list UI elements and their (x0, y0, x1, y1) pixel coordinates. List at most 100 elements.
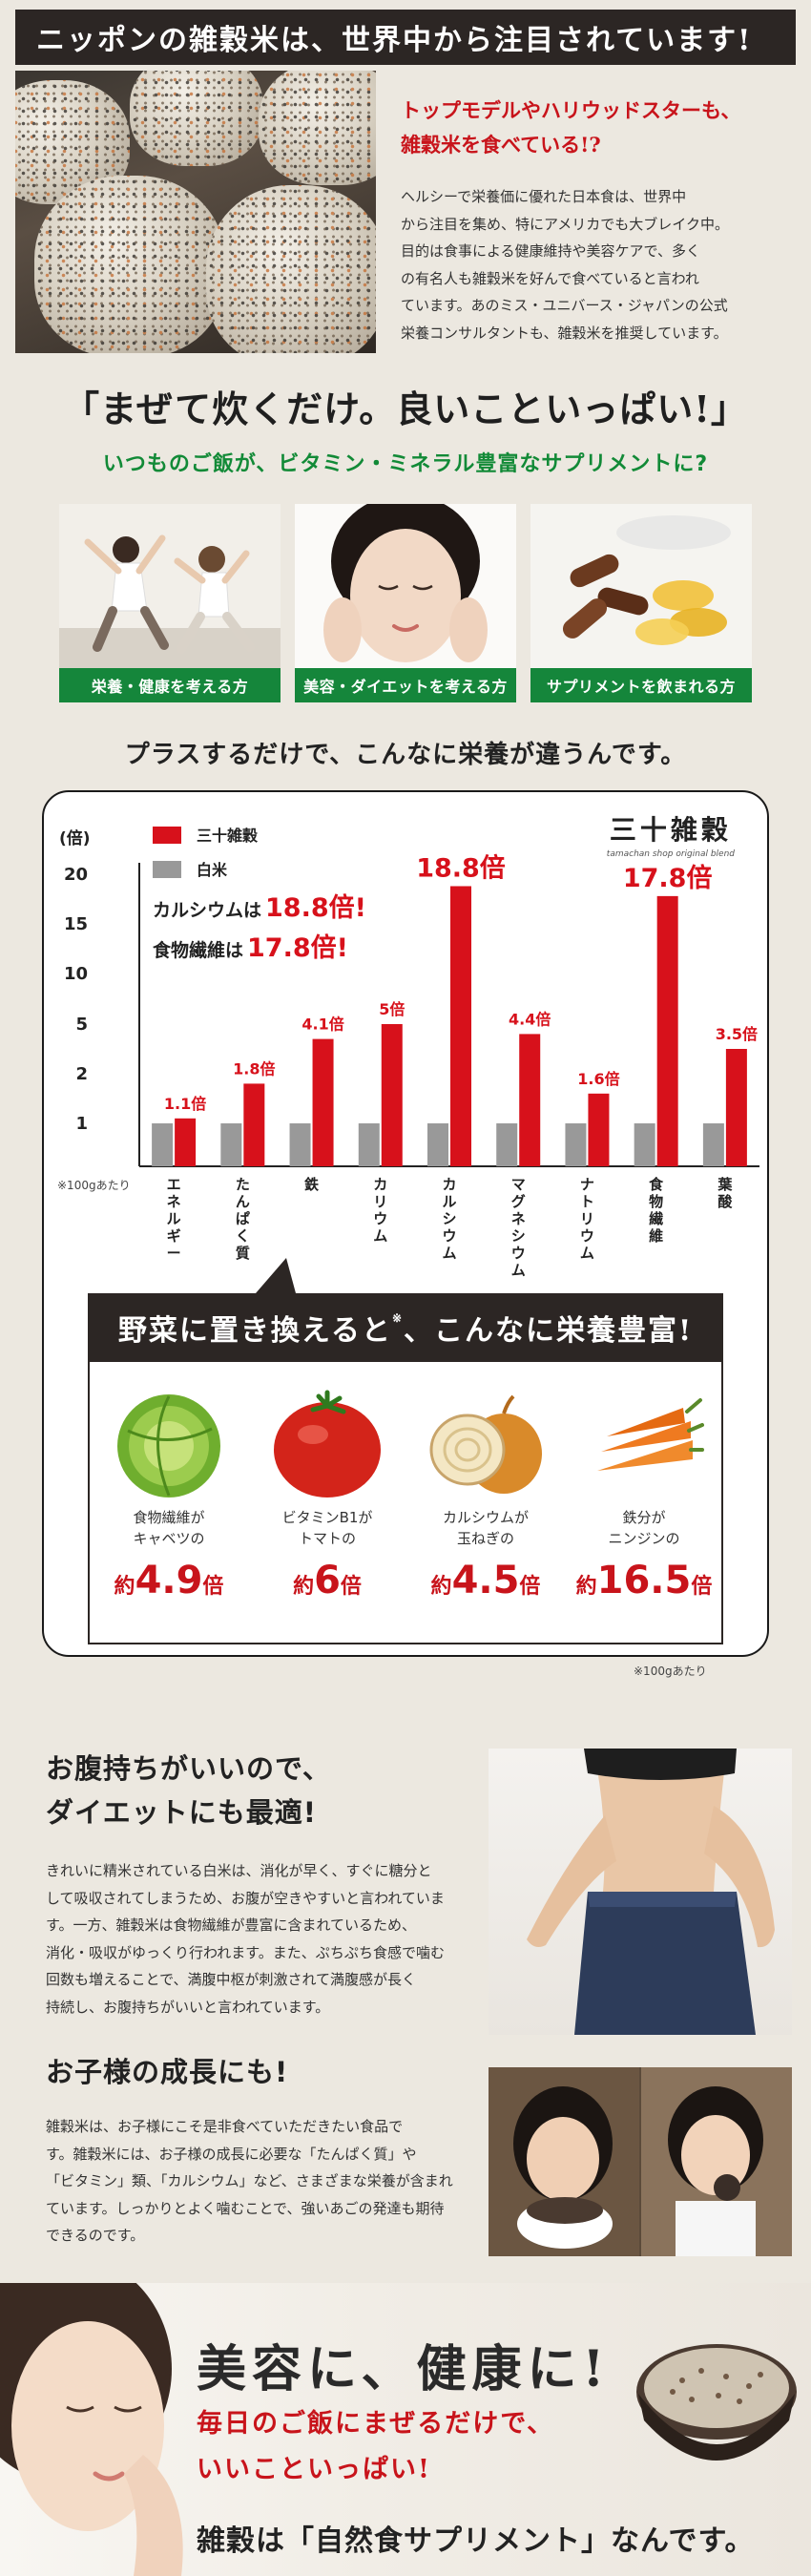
veg-value: 約4.5倍 (430, 1559, 541, 1602)
photo-card-caption: サプリメントを飲まれる方 (530, 668, 752, 702)
legend-swatch (153, 827, 181, 844)
diet-body: きれいに精米されている白米は、消化が早く、すぐに糖分と して吸収されてしまうため… (46, 1862, 446, 2016)
bar-grain (243, 1083, 265, 1166)
bar-data-label: 17.8倍 (623, 863, 713, 893)
vegetable-callout: 野菜に置き換えると ※ 、こんなに栄養豊富! (88, 1293, 723, 1362)
diet-photo (489, 1749, 792, 2035)
bar-data-label: 4.1倍 (302, 1016, 343, 1034)
footer-headline: 美容に、健康に! (197, 2340, 611, 2398)
vegetable-grid: 食物繊維が キャベツの 約4.9倍 ビタミンB1が トマトの 約6倍 カルシウム… (88, 1362, 723, 1644)
photo-card-caption: 栄養・健康を考える方 (59, 668, 281, 702)
bar-data-label: 1.8倍 (233, 1059, 275, 1078)
bar-grain (725, 1049, 747, 1166)
bar-data-label: 1.1倍 (164, 1095, 206, 1113)
bar-white-rice (496, 1123, 518, 1166)
bar-white-rice (152, 1123, 174, 1166)
x-category-label: たんぱく質 (236, 1176, 250, 1262)
footer-subheadline: 毎日のご飯にまぜるだけで、 いいこといっぱい! (197, 2409, 555, 2484)
bar-grain (588, 1093, 610, 1166)
footer-tagline: 雑穀は「自然食サプリメント」なんです。 (197, 2524, 755, 2558)
x-category-label: 食物繊維 (649, 1176, 664, 1245)
vegetable-callout-tail: 、こんなに栄養豊富! (404, 1314, 694, 1348)
vegetable-footnote: ※100gあたり (634, 1665, 707, 1678)
lead-line: プラスするだけで、こんなに栄養が違うんです。 (124, 741, 687, 769)
bar-data-label: 4.4倍 (509, 1010, 551, 1028)
brand-logo: 三十雑穀 tamachan shop original blend (607, 809, 735, 859)
bar-data-label: 5倍 (379, 1000, 405, 1018)
footer-woman-photo (0, 2283, 183, 2576)
legend-swatch (153, 861, 181, 878)
vegetable-callout-mark: ※ (391, 1311, 404, 1325)
mix-subtitle: いつものご飯が、ビタミン・ミネラル豊富なサプリメントに? (102, 452, 709, 476)
onion-icon (429, 1394, 542, 1494)
bar-grain (519, 1034, 541, 1166)
bar-grain (450, 886, 471, 1166)
vegetable-callout-title: 野菜に置き換えると (117, 1314, 392, 1348)
intro-heading: トップモデルやハリウッドスターも、 雑穀米を食べている!? (401, 98, 741, 157)
bar-white-rice (289, 1123, 311, 1166)
photo-card-caption: 美容・ダイエットを考える方 (295, 668, 516, 702)
tomato-icon (274, 1390, 381, 1497)
bar-grain (175, 1118, 197, 1166)
bar-data-label: 1.6倍 (577, 1070, 619, 1088)
bar-grain (656, 895, 678, 1166)
veg-item-tomato: ビタミンB1が トマトの 約6倍 (248, 1362, 406, 1602)
top-banner: ニッポンの雑穀米は、世界中から注目されています! (15, 10, 796, 65)
kids-photo (489, 2067, 792, 2256)
bar-white-rice (634, 1123, 655, 1166)
bar-data-label: 3.5倍 (716, 1025, 758, 1043)
veg-item-cabbage: 食物繊維が キャベツの 約4.9倍 (90, 1362, 248, 1602)
legend-label: 三十雑穀 (197, 827, 259, 845)
rice-ball-photo (15, 71, 376, 353)
bar-grain (381, 1024, 403, 1166)
mix-quote: 「まぜて炊くだけ。良いこといっぱい!」 (63, 387, 748, 430)
callout-pointer (256, 1258, 296, 1293)
footer-banner (0, 2283, 811, 2576)
kids-body: 雑穀米は、お子様にこそ是非食べていただきたい食品で す。雑穀米には、お子様の成長… (46, 2118, 453, 2245)
x-category-label: エネルギー (167, 1176, 181, 1262)
intro-body: ヘルシーで栄養価に優れた日本食は、世界中 から注目を集め、特にアメリカでも大ブレ… (401, 188, 729, 342)
brand-name: 三十雑穀 (609, 814, 732, 846)
x-category-label: 葉酸 (717, 1176, 733, 1210)
y-axis-label: (倍) (59, 828, 91, 848)
veg-value: 約6倍 (293, 1559, 362, 1602)
y-tick-label: 1 (75, 1114, 88, 1134)
brand-tagline: tamachan shop original blend (606, 849, 735, 859)
bar-data-label: 18.8倍 (416, 852, 506, 883)
veg-item-carrot: 鉄分が ニンジンの 約16.5倍 (565, 1362, 723, 1602)
x-category-label: カリウム (373, 1176, 387, 1245)
y-tick-label: 20 (64, 865, 88, 885)
carrot-icon (597, 1398, 704, 1471)
bar-white-rice (358, 1123, 380, 1166)
veg-value: 約16.5倍 (575, 1559, 713, 1602)
top-banner-text: ニッポンの雑穀米は、世界中から注目されています! (36, 24, 753, 57)
x-category-label: 鉄 (304, 1176, 319, 1193)
supplement-photo (530, 504, 752, 668)
veg-item-onion: カルシウムが 玉ねぎの 約4.5倍 (406, 1362, 565, 1602)
photo-card-supplement: サプリメントを飲まれる方 (530, 504, 752, 702)
face-photo (295, 504, 516, 668)
chart-annotation: カルシウムは 18.8倍! (153, 892, 366, 923)
y-tick-label: 2 (75, 1064, 88, 1084)
rice-bowl-photo (636, 2344, 797, 2461)
kids-title: お子様の成長にも! (46, 2056, 289, 2088)
y-tick-label: 15 (64, 914, 88, 934)
diet-title: お腹持ちがいいので、 ダイエットにも最適! (46, 1752, 331, 1829)
legend-label: 白米 (197, 861, 228, 879)
y-tick-label: 5 (75, 1015, 88, 1035)
veg-value: 約4.9倍 (114, 1559, 224, 1602)
x-category-label: ナトリウム (580, 1176, 594, 1262)
bar-grain (312, 1038, 334, 1166)
chart-annotation: 食物繊維は 17.8倍! (153, 932, 348, 963)
x-category-label: カルシウム (442, 1176, 456, 1262)
bar-white-rice (427, 1123, 448, 1166)
yoga-photo (59, 504, 281, 668)
y-tick-label: 10 (64, 964, 88, 984)
cabbage-icon (117, 1394, 220, 1497)
photo-card-beauty: 美容・ダイエットを考える方 (295, 504, 516, 702)
bar-white-rice (702, 1123, 724, 1166)
chart-footnote: ※100gあたり (57, 1179, 131, 1192)
bar-white-rice (565, 1123, 587, 1166)
x-category-label: マグネシウム (511, 1176, 526, 1279)
